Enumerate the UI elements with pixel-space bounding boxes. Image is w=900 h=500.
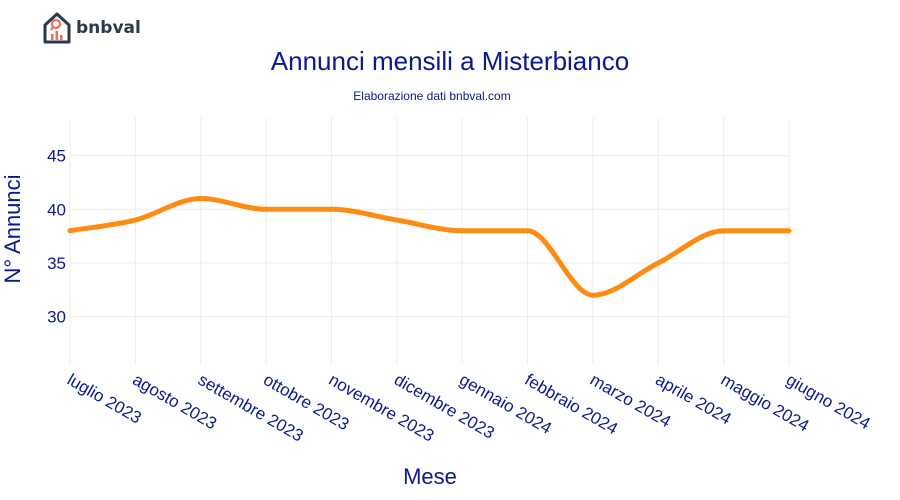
chart-title: Annunci mensili a Misterbianco (271, 46, 629, 76)
series-layer (67, 196, 792, 298)
y-tick-label: 40 (47, 200, 66, 219)
y-axis-title: N° Annunci (0, 174, 25, 283)
y-tick-label: 45 (47, 147, 66, 166)
grid (69, 118, 790, 365)
house-chart-icon (43, 12, 71, 44)
x-axis-title: Mese (403, 464, 457, 489)
series-line (67, 196, 792, 298)
brand-logo: bnbval (42, 10, 141, 46)
y-tick-label: 35 (47, 254, 66, 273)
chart-subtitle: Elaborazione dati bnbval.com (353, 89, 510, 103)
y-tick-label: 30 (47, 308, 66, 327)
x-tick-label: luglio 2023 (64, 370, 145, 428)
brand-name: bnbval (76, 18, 141, 38)
y-axis-ticks: 30 35 40 45 (47, 147, 66, 327)
